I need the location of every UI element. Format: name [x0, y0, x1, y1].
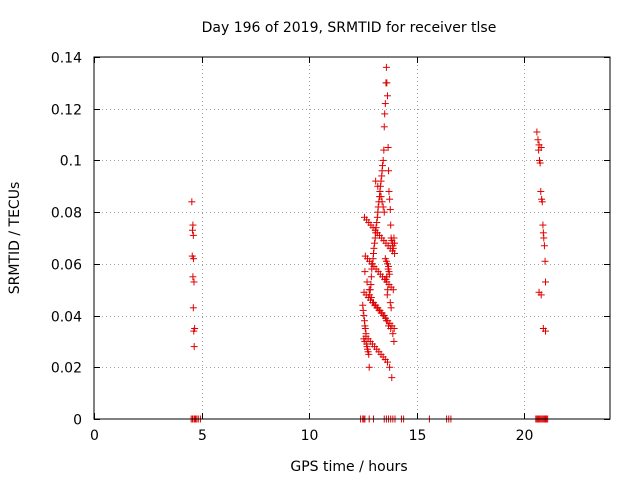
data-point: [390, 325, 398, 332]
data-point: [540, 242, 548, 250]
x-tick-label: 5: [198, 428, 207, 444]
data-point: [386, 195, 394, 203]
data-point: [378, 198, 386, 206]
data-point: [382, 63, 390, 71]
data-point: [542, 278, 549, 286]
data-point: [383, 92, 391, 100]
x-axis-ticks: 0 5 10 15 20: [90, 57, 533, 444]
y-tick-label: 0.02: [51, 361, 82, 377]
data-point: [386, 206, 394, 214]
data-point: [537, 291, 545, 299]
y-tick-label: 0.14: [51, 51, 82, 67]
y-tick-label: 0.04: [51, 310, 82, 326]
data-point: [373, 218, 381, 226]
chart-title: Day 196 of 2019, SRMTID for receiver tls…: [202, 20, 497, 36]
data-point: [371, 239, 379, 247]
data-point: [365, 286, 373, 294]
data-point: [537, 144, 545, 151]
y-tick-label: 0.12: [51, 103, 82, 119]
data-point: [367, 281, 375, 289]
data-point: [361, 325, 369, 332]
x-tick-label: 10: [301, 428, 319, 444]
x-tick-label: 20: [516, 428, 534, 444]
y-tick-label: 0.1: [60, 154, 82, 170]
data-point: [385, 167, 393, 175]
data-point: [387, 221, 395, 229]
data-point: [379, 162, 387, 170]
data-point: [387, 304, 395, 312]
grid-lines: [94, 57, 610, 419]
data-point: [190, 278, 198, 286]
data-point: [386, 299, 394, 307]
y-tick-label: 0.06: [51, 258, 82, 274]
data-point: [388, 374, 396, 382]
data-point: [542, 327, 549, 335]
data-point: [190, 255, 198, 263]
data-point: [189, 304, 197, 312]
data-point: [359, 306, 367, 314]
y-axis-label: SRMTID / TECUs: [7, 182, 23, 295]
data-point: [534, 136, 542, 144]
data-point: [360, 312, 368, 320]
data-point: [190, 327, 198, 335]
data-point: [383, 358, 391, 366]
data-point: [381, 110, 389, 118]
data-point: [380, 208, 388, 216]
data-point: [391, 250, 399, 258]
plot-frame: [93, 56, 611, 420]
data-point: [379, 156, 387, 164]
y-tick-label: 0.08: [51, 206, 82, 222]
data-point: [383, 79, 391, 87]
data-point: [367, 273, 375, 281]
data-points: [187, 63, 552, 423]
x-tick-label: 0: [90, 428, 99, 444]
data-point: [365, 350, 373, 358]
data-point: [539, 221, 547, 229]
data-point: [391, 239, 399, 247]
data-point: [379, 203, 387, 211]
data-point: [389, 330, 397, 338]
data-point: [363, 278, 371, 286]
data-point: [541, 257, 549, 265]
y-tick-label: 0: [73, 413, 82, 429]
x-tick-label: 15: [409, 428, 427, 444]
data-point: [365, 363, 373, 371]
data-point: [189, 231, 197, 239]
data-point: [372, 177, 380, 185]
data-point: [374, 182, 382, 190]
data-point: [538, 198, 546, 206]
data-point: [537, 187, 545, 195]
data-point: [540, 234, 548, 242]
data-point: [533, 128, 541, 136]
data-point: [370, 244, 378, 252]
data-point: [380, 146, 388, 154]
data-point: [189, 273, 197, 281]
data-point: [381, 100, 389, 108]
data-point: [383, 291, 391, 299]
x-axis-label: GPS time / hours: [290, 459, 407, 475]
data-point: [382, 275, 390, 283]
data-point: [377, 193, 385, 201]
data-point: [380, 123, 388, 131]
data-point: [390, 234, 398, 242]
data-point: [188, 198, 196, 206]
data-point: [190, 343, 198, 351]
data-point: [384, 144, 392, 151]
data-point: [188, 226, 196, 234]
data-point: [536, 159, 544, 167]
data-point: [361, 268, 369, 276]
data-point: [385, 187, 393, 195]
data-point: [390, 337, 398, 345]
data-point: [386, 363, 394, 371]
y-axis-ticks: 0 0.02 0.04 0.06 0.08 0.1 0.12 0.14: [51, 51, 610, 429]
data-point: [376, 187, 384, 195]
